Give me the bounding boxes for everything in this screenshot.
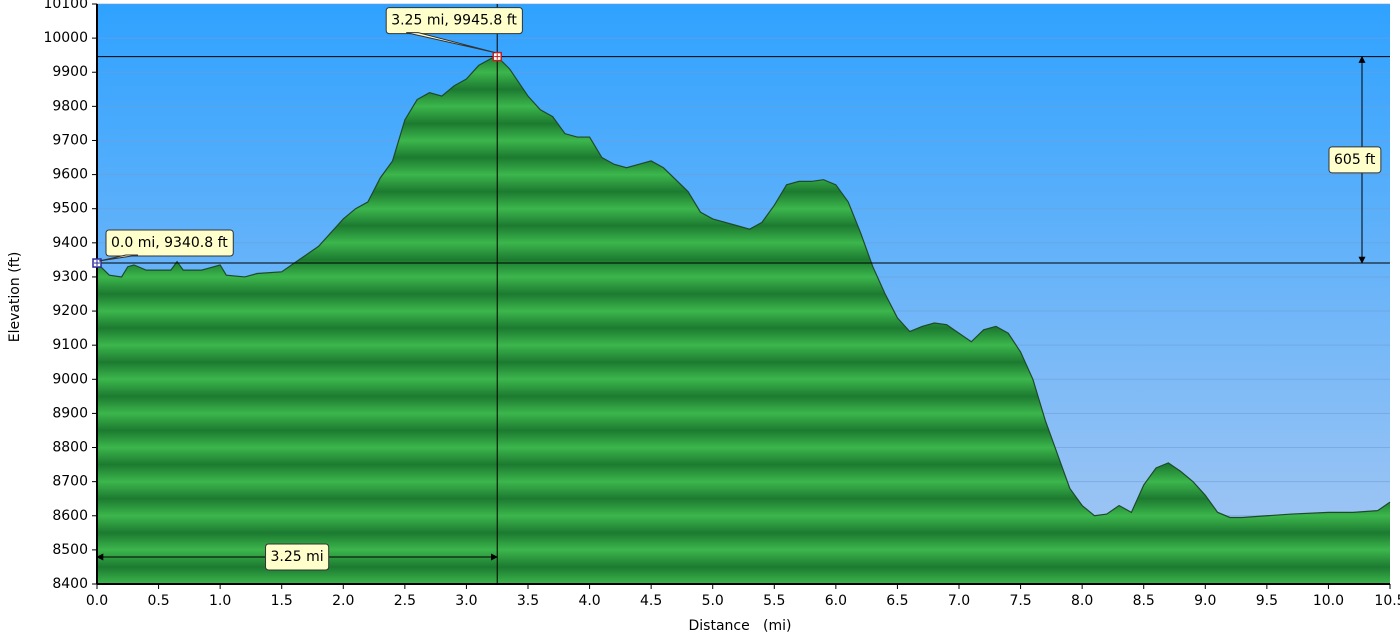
x-tick-label: 10.5 — [1374, 593, 1400, 609]
marker-point — [92, 258, 102, 268]
x-tick-label: 6.0 — [825, 593, 847, 609]
elevation-area — [97, 56, 1390, 584]
y-tick-label: 9100 — [52, 337, 88, 353]
marker-callout: 3.25 mi, 9945.8 ft — [385, 7, 523, 54]
x-tick-label: 2.5 — [394, 593, 416, 609]
elevation-difference-callout: 605 ft — [1328, 146, 1382, 174]
marker-callout-pointer — [406, 32, 496, 54]
y-tick-label: 8700 — [52, 474, 88, 490]
x-tick-label: 5.5 — [763, 593, 785, 609]
y-tick-label: 9600 — [52, 167, 88, 183]
x-tick-label: 7.0 — [948, 593, 970, 609]
x-tick-label: 10.0 — [1313, 593, 1344, 609]
y-axis-title: Elevation (ft) — [7, 252, 23, 343]
marker-callout-pointer — [98, 254, 139, 262]
x-tick-label: 5.0 — [702, 593, 724, 609]
x-tick-label: 0.0 — [86, 593, 108, 609]
x-tick-label: 8.5 — [1133, 593, 1155, 609]
x-tick-label: 3.0 — [455, 593, 477, 609]
x-tick-label: 9.0 — [1194, 593, 1216, 609]
y-tick-label: 9200 — [52, 303, 88, 319]
elevation-line — [96, 55, 1391, 519]
y-tick-label: 9000 — [52, 371, 88, 387]
y-tick-label: 9700 — [52, 132, 88, 148]
y-tick-label: 8500 — [52, 542, 88, 558]
x-tick-label: 4.5 — [640, 593, 662, 609]
distance-difference-callout-box — [265, 543, 330, 571]
distance-difference-callout-text: 3.25 mi — [271, 549, 324, 565]
y-tick-label: 9300 — [52, 269, 88, 285]
y-tick-label: 8600 — [52, 508, 88, 524]
marker-callout-text: 3.25 mi, 9945.8 ft — [391, 13, 517, 29]
y-tick-label: 10100 — [43, 0, 88, 12]
x-axis-title: Distance (mi) — [688, 618, 791, 634]
marker-point — [492, 51, 502, 62]
marker-callout: 0.0 mi, 9340.8 ft — [98, 229, 234, 262]
y-tick-label: 9400 — [52, 235, 88, 251]
x-tick-label: 2.0 — [332, 593, 354, 609]
elevation-difference-callout-text: 605 ft — [1334, 152, 1376, 168]
x-tick-label: 7.5 — [1009, 593, 1031, 609]
y-tick-label: 9900 — [52, 64, 88, 80]
y-tick-label: 8400 — [52, 576, 88, 592]
x-tick-label: 4.0 — [578, 593, 600, 609]
x-tick-label: 1.0 — [209, 593, 231, 609]
y-tick-label: 8800 — [52, 440, 88, 456]
marker-callout-text: 0.0 mi, 9340.8 ft — [111, 235, 228, 251]
marker-callout-box — [105, 229, 234, 257]
x-tick-label: 1.5 — [271, 593, 293, 609]
x-tick-label: 9.5 — [1256, 593, 1278, 609]
x-tick-label: 0.5 — [147, 593, 169, 609]
elevation-difference-callout-box — [1328, 146, 1382, 174]
x-tick-label: 8.0 — [1071, 593, 1093, 609]
distance-difference-callout: 3.25 mi — [265, 543, 330, 571]
y-tick-label: 10000 — [43, 30, 88, 46]
marker-callout-box — [385, 7, 523, 35]
y-tick-label: 9500 — [52, 201, 88, 217]
y-tick-label: 9800 — [52, 98, 88, 114]
x-tick-label: 6.5 — [886, 593, 908, 609]
y-tick-label: 8900 — [52, 405, 88, 421]
x-tick-label: 3.5 — [517, 593, 539, 609]
